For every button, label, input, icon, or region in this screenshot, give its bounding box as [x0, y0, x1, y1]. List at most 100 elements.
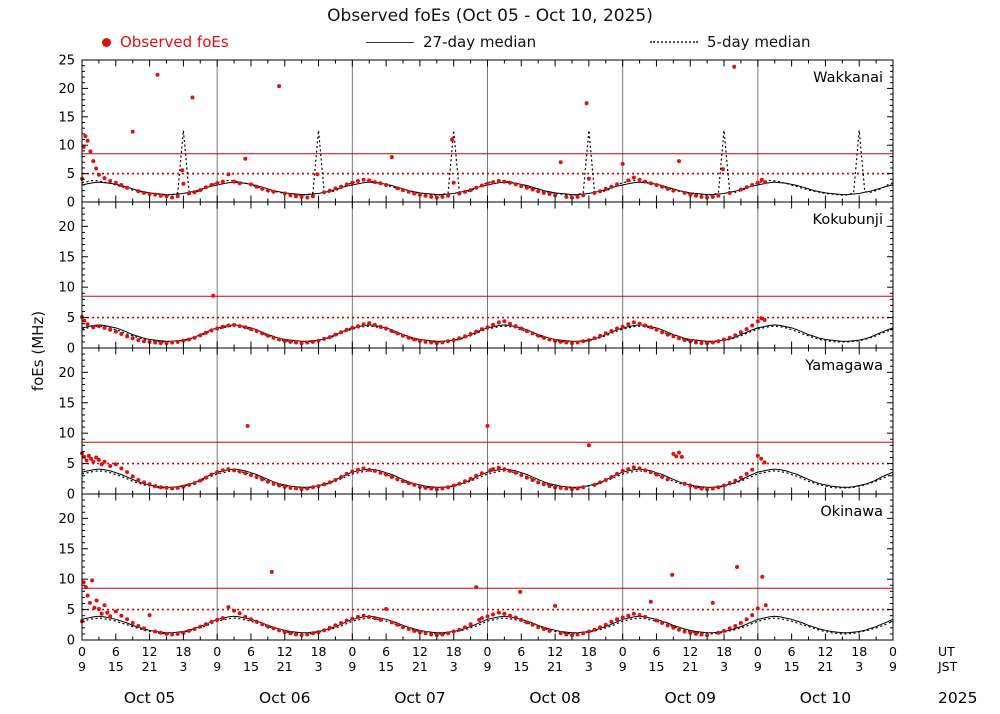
day-label: Oct 06	[259, 689, 310, 707]
y-tick-label: 0	[67, 488, 75, 503]
svg-text:0: 0	[484, 644, 492, 659]
chart-title: Observed foEs (Oct 05 - Oct 10, 2025)	[327, 6, 653, 26]
svg-text:9: 9	[619, 659, 627, 674]
svg-text:15: 15	[513, 659, 529, 674]
y-tick-label: 15	[58, 542, 75, 557]
panel-kokubunji: 0 5 10 15 20 Kokubunji	[58, 201, 894, 357]
svg-text:12: 12	[277, 644, 293, 659]
legend-observed-label: Observed foEs	[120, 33, 229, 51]
panel-yamagawa: 0 5 10 15 20 Yamagawa	[58, 347, 894, 503]
svg-text:18: 18	[446, 644, 462, 659]
y-tick-label: 20	[58, 220, 75, 235]
y-tick-label: 10	[58, 281, 75, 296]
station-label: Kokubunji	[813, 212, 883, 228]
svg-text:18: 18	[581, 644, 597, 659]
svg-text:9: 9	[213, 659, 221, 674]
y-tick-label: 0	[67, 342, 75, 357]
svg-text:15: 15	[243, 659, 259, 674]
day-label: Oct 05	[124, 689, 175, 707]
svg-text:21: 21	[412, 659, 428, 674]
svg-text:12: 12	[547, 644, 563, 659]
svg-text:21: 21	[142, 659, 158, 674]
svg-text:6: 6	[788, 644, 796, 659]
y-tick-label: 5	[67, 167, 75, 182]
svg-text:15: 15	[378, 659, 394, 674]
svg-text:6: 6	[517, 644, 525, 659]
day-label: Oct 08	[529, 689, 580, 707]
svg-text:18: 18	[175, 644, 191, 659]
svg-text:3: 3	[450, 659, 458, 674]
y-tick-label: 5	[67, 603, 75, 618]
panel-okinawa: 0 5 10 15 20 Okinawa	[58, 493, 894, 649]
y-tick-label: 20	[58, 366, 75, 381]
svg-text:15: 15	[649, 659, 665, 674]
year-label: 2025	[938, 689, 977, 707]
svg-text:3: 3	[179, 659, 187, 674]
svg-text:12: 12	[682, 644, 698, 659]
svg-text:0: 0	[754, 644, 762, 659]
dotted-line-icon	[650, 41, 698, 43]
svg-text:18: 18	[311, 644, 327, 659]
svg-text:9: 9	[348, 659, 356, 674]
svg-text:6: 6	[382, 644, 390, 659]
y-tick-label: 0	[67, 634, 75, 649]
svg-text:9: 9	[754, 659, 762, 674]
svg-text:21: 21	[817, 659, 833, 674]
y-tick-label: 25	[58, 54, 75, 69]
legend-item-observed: Observed foEs	[102, 33, 229, 51]
observed-dot-icon	[102, 37, 111, 47]
station-label: Wakkanai	[813, 70, 883, 86]
svg-text:9: 9	[889, 659, 897, 674]
day-label: Oct 07	[394, 689, 445, 707]
station-label: Okinawa	[820, 504, 883, 520]
svg-text:21: 21	[277, 659, 293, 674]
observed-points	[80, 293, 767, 346]
svg-text:15: 15	[108, 659, 124, 674]
day-label: Oct 10	[800, 689, 851, 707]
legend-item-median27: 27-day median	[366, 33, 536, 51]
svg-text:9: 9	[484, 659, 492, 674]
svg-text:18: 18	[716, 644, 732, 659]
svg-text:0: 0	[348, 644, 356, 659]
svg-text:9: 9	[78, 659, 86, 674]
y-tick-label: 5	[67, 311, 75, 326]
y-tick-label: 10	[58, 427, 75, 442]
jst-label: JST	[937, 659, 958, 674]
y-tick-label: 20	[58, 512, 75, 527]
station-label: Yamagawa	[804, 358, 883, 374]
svg-text:0: 0	[889, 644, 897, 659]
day-label: Oct 09	[665, 689, 716, 707]
legend-median27-label: 27-day median	[423, 33, 537, 51]
legend-item-median5: 5-day median	[650, 33, 811, 51]
svg-text:12: 12	[817, 644, 833, 659]
y-tick-label: 10	[58, 573, 75, 588]
svg-text:6: 6	[247, 644, 255, 659]
svg-text:21: 21	[682, 659, 698, 674]
svg-text:12: 12	[412, 644, 428, 659]
observed-points	[80, 423, 767, 492]
svg-text:6: 6	[112, 644, 120, 659]
svg-text:21: 21	[547, 659, 563, 674]
svg-text:0: 0	[213, 644, 221, 659]
y-tick-label: 0	[67, 196, 75, 211]
y-tick-label: 20	[58, 82, 75, 97]
x-axis-labels: 0961512211830961512211830961512211830961…	[78, 644, 958, 674]
svg-text:18: 18	[851, 644, 867, 659]
y-tick-label: 5	[67, 457, 75, 472]
day-labels: Oct 05 Oct 06 Oct 07 Oct 08 Oct 09 Oct 10 2025	[124, 689, 978, 707]
svg-text:3: 3	[855, 659, 863, 674]
svg-text:0: 0	[619, 644, 627, 659]
svg-text:12: 12	[142, 644, 158, 659]
svg-text:15: 15	[784, 659, 800, 674]
observed-points	[80, 64, 768, 200]
svg-text:3: 3	[720, 659, 728, 674]
y-tick-label: 15	[58, 110, 75, 125]
svg-text:6: 6	[652, 644, 660, 659]
ut-label: UT	[938, 644, 955, 659]
svg-text:0: 0	[78, 644, 86, 659]
svg-text:3: 3	[585, 659, 593, 674]
observed-points	[80, 565, 768, 638]
legend-median5-label: 5-day median	[707, 33, 811, 51]
y-tick-label: 15	[58, 396, 75, 411]
